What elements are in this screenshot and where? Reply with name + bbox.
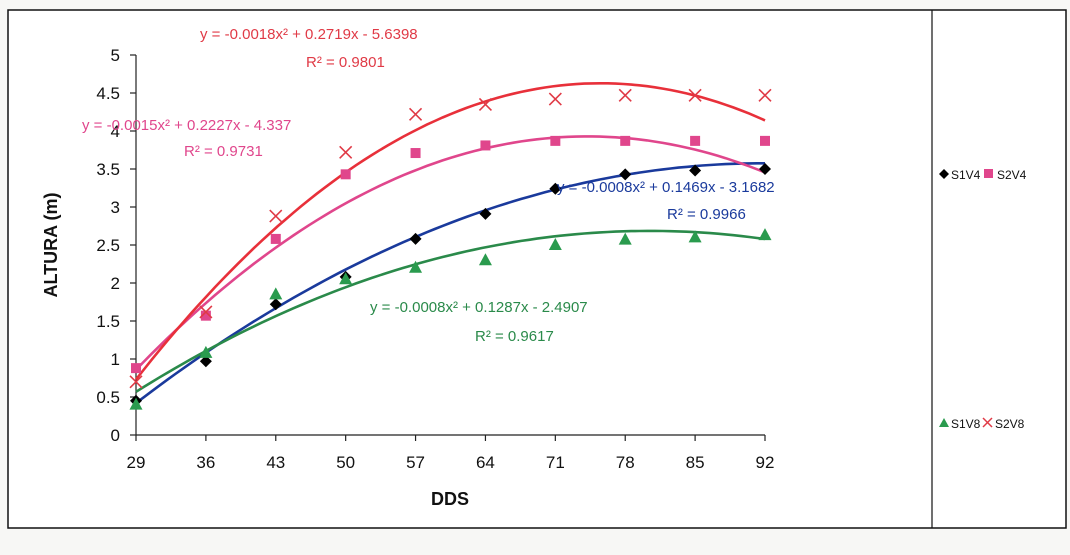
annotation-s1v8-r2: R² = 0.9617 bbox=[475, 328, 554, 345]
y-tick-label: 2.5 bbox=[96, 236, 120, 255]
data-point-s2v4 bbox=[550, 135, 561, 146]
y-axis-title: ALTURA (m) bbox=[41, 193, 61, 298]
data-point-s2v4 bbox=[410, 148, 421, 159]
legend-marker-square bbox=[984, 169, 993, 178]
data-markers bbox=[129, 88, 772, 410]
y-tick-label: 2 bbox=[111, 274, 120, 293]
y-tick-label: 1.5 bbox=[96, 312, 120, 331]
data-point-s1v8 bbox=[548, 238, 562, 250]
annotation-s1v8-equation: y = -0.0008x² + 0.1287x - 2.4907 bbox=[370, 299, 588, 316]
data-point-s2v4 bbox=[480, 140, 491, 151]
legend-item-s1v8: S1V8 bbox=[939, 417, 981, 431]
x-tick-label: 71 bbox=[546, 453, 565, 472]
data-point-s1v8 bbox=[688, 230, 702, 243]
data-point-s1v4 bbox=[269, 298, 282, 311]
legend-label-s2v8: S2V8 bbox=[995, 417, 1025, 431]
legend-label-s2v4: S2V4 bbox=[997, 168, 1027, 182]
y-tick-label: 4 bbox=[111, 122, 120, 141]
data-point-s2v8 bbox=[758, 88, 772, 102]
trendlines bbox=[134, 82, 766, 405]
data-point-s1v8 bbox=[339, 272, 353, 285]
data-point-s2v8 bbox=[618, 88, 632, 102]
data-point-s1v4 bbox=[549, 182, 562, 195]
data-point-s1v8 bbox=[409, 260, 423, 273]
data-point-s2v8 bbox=[199, 305, 213, 319]
data-point-s2v8 bbox=[548, 92, 562, 106]
legend-marker-diamond bbox=[939, 169, 949, 179]
y-axis-ticks: 0 0.5 1 1.5 2 2.5 3 3.5 4 4.5 5 bbox=[96, 46, 136, 445]
x-tick-label: 85 bbox=[686, 453, 705, 472]
chart-area-border bbox=[7, 9, 1067, 529]
data-point-s1v8 bbox=[129, 397, 143, 410]
x-tick-label: 57 bbox=[406, 453, 425, 472]
legend: S1V4 S2V4 S1V8 S2V8 bbox=[939, 168, 1027, 431]
x-tick-label: 36 bbox=[196, 453, 215, 472]
legend-marker-triangle bbox=[939, 418, 949, 427]
trendline-s2v8 bbox=[134, 82, 766, 381]
x-tick-label: 50 bbox=[336, 453, 355, 472]
annotation-s2v8-equation: y = -0.0018x² + 0.2719x - 5.6398 bbox=[200, 26, 418, 43]
x-tick-label: 43 bbox=[266, 453, 285, 472]
legend-item-s2v4: S2V4 bbox=[984, 168, 1027, 182]
data-point-s1v4 bbox=[759, 163, 771, 175]
y-tick-label: 4.5 bbox=[96, 84, 120, 103]
data-point-s1v4 bbox=[409, 232, 422, 245]
data-point-s2v8 bbox=[688, 88, 702, 102]
data-point-s1v4 bbox=[199, 355, 212, 368]
legend-item-s1v4: S1V4 bbox=[939, 168, 981, 182]
data-point-s2v4 bbox=[620, 135, 631, 146]
data-point-s2v4 bbox=[131, 363, 141, 374]
data-point-s2v4 bbox=[270, 233, 281, 244]
data-point-s2v4 bbox=[200, 310, 211, 321]
x-axis-ticks: 29 36 43 50 57 64 71 78 85 92 bbox=[127, 435, 775, 472]
data-point-s2v4 bbox=[340, 169, 351, 180]
data-point-s1v4 bbox=[689, 164, 702, 177]
data-point-s2v8 bbox=[408, 107, 423, 121]
legend-item-s2v8: S2V8 bbox=[982, 417, 1025, 431]
data-point-s1v8 bbox=[758, 228, 772, 241]
trendline-s1v8 bbox=[135, 229, 766, 393]
data-point-s2v4 bbox=[690, 135, 701, 146]
annotation-s1v4-r2: R² = 0.9966 bbox=[667, 206, 746, 223]
data-point-s1v8 bbox=[618, 232, 632, 245]
legend-label-s1v4: S1V4 bbox=[951, 168, 981, 182]
y-tick-label: 0 bbox=[111, 426, 120, 445]
y-tick-label: 1 bbox=[111, 350, 120, 369]
y-tick-label: 3 bbox=[111, 198, 120, 217]
data-point-s1v8 bbox=[478, 253, 492, 266]
annotation-s2v8-r2: R² = 0.9801 bbox=[306, 54, 385, 71]
legend-label-s1v8: S1V8 bbox=[951, 417, 981, 431]
x-tick-label: 29 bbox=[127, 453, 146, 472]
y-tick-label: 3.5 bbox=[96, 160, 120, 179]
annotation-s1v4-equation: y = -0.0008x² + 0.1469x - 3.1682 bbox=[557, 179, 775, 196]
trendline-s2v4 bbox=[135, 135, 766, 371]
data-point-s2v8 bbox=[129, 375, 143, 389]
legend-marker-x bbox=[982, 417, 993, 428]
x-tick-label: 64 bbox=[476, 453, 495, 472]
data-point-s2v4 bbox=[760, 135, 770, 146]
trendline-s1v4 bbox=[135, 162, 765, 405]
data-point-s1v4 bbox=[619, 168, 632, 181]
annotation-s2v4-equation: y = -0.0015x² + 0.2227x - 4.337 bbox=[82, 117, 291, 134]
data-point-s1v8 bbox=[199, 345, 213, 358]
y-tick-label: 5 bbox=[111, 46, 120, 65]
data-point-s1v8 bbox=[269, 287, 283, 300]
x-tick-label: 78 bbox=[616, 453, 635, 472]
data-point-s2v8 bbox=[269, 209, 283, 223]
x-axis-title: DDS bbox=[431, 489, 469, 509]
annotation-s2v4-r2: R² = 0.9731 bbox=[184, 143, 263, 160]
data-point-s2v8 bbox=[478, 97, 493, 111]
y-tick-label: 0.5 bbox=[96, 388, 120, 407]
x-tick-label: 92 bbox=[756, 453, 775, 472]
data-point-s2v8 bbox=[339, 145, 353, 159]
data-point-s1v4 bbox=[479, 207, 492, 220]
